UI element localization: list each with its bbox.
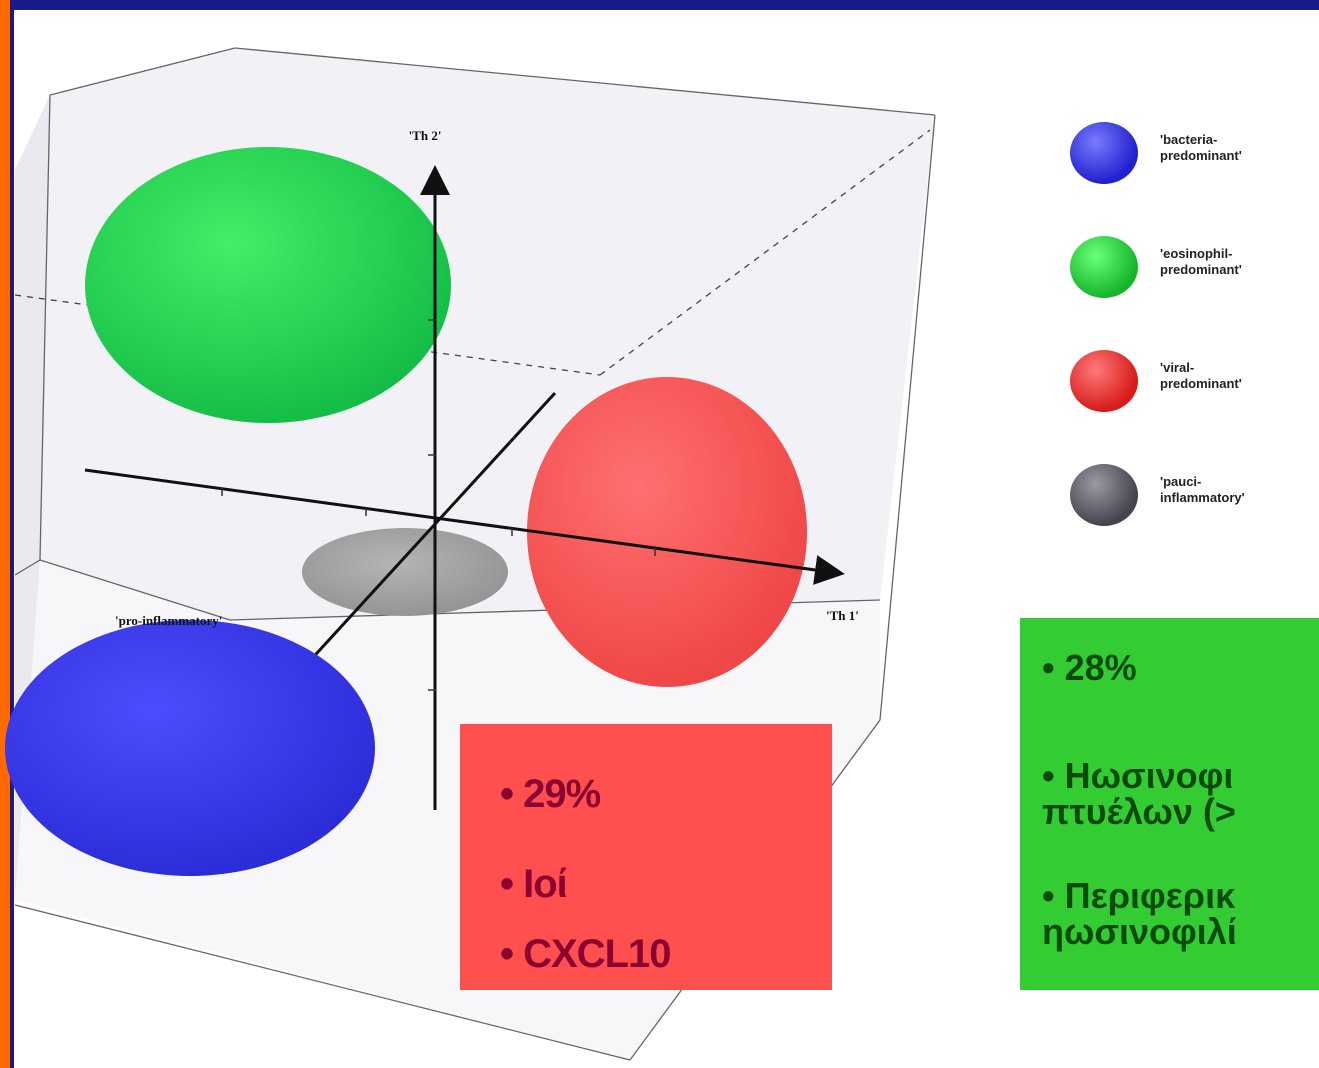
legend-label: 'eosinophil- predominant' bbox=[1160, 246, 1242, 277]
blue-sphere-icon bbox=[1070, 122, 1138, 184]
left-border-bar bbox=[0, 0, 10, 1068]
legend-item-bacteria: 'bacteria- predominant' bbox=[1040, 118, 1319, 232]
left-border-edge bbox=[10, 10, 14, 1068]
cube-edge bbox=[14, 559, 41, 576]
cube-edge bbox=[39, 559, 231, 621]
top-border-bar bbox=[0, 0, 1319, 10]
eosinophil-cluster-sphere bbox=[85, 147, 451, 423]
dashed-plane-line bbox=[599, 129, 931, 376]
cube-edge bbox=[39, 94, 51, 561]
viral-cause: • Ιοί bbox=[500, 862, 568, 906]
legend-item-eosinophil: 'eosinophil- predominant' bbox=[1040, 232, 1319, 346]
cube-edge bbox=[879, 114, 936, 721]
gray-sphere-icon bbox=[1070, 464, 1138, 526]
legend-item-viral: 'viral- predominant' bbox=[1040, 346, 1319, 460]
legend-label: 'pauci- inflammatory' bbox=[1160, 474, 1245, 505]
th2-axis-label: 'Th 2' bbox=[409, 128, 442, 143]
viral-percentage: • 29% bbox=[500, 772, 601, 816]
eosinophil-criterion-1-cont: πτυέλων (> bbox=[1042, 791, 1236, 832]
legend-item-pauci: 'pauci- inflammatory' bbox=[1040, 460, 1319, 574]
pauci-cluster-sphere bbox=[302, 528, 508, 616]
th1-axis bbox=[84, 468, 845, 585]
legend-label: 'bacteria- predominant' bbox=[1160, 132, 1242, 163]
eosinophil-criterion-1: • Ηωσινοφι bbox=[1042, 755, 1234, 796]
eosinophil-info-box: • 28% • Ηωσινοφι πτυέλων (> • Περιφερικ … bbox=[1020, 618, 1319, 990]
green-sphere-icon bbox=[1070, 236, 1138, 298]
viral-marker: • CXCL10 bbox=[500, 932, 671, 976]
pro-inflammatory-axis-label: 'pro-inflammatory' bbox=[115, 613, 222, 628]
eosinophil-percentage: • 28% bbox=[1042, 647, 1137, 688]
pro-inflammatory-axis bbox=[274, 391, 557, 700]
th1-axis-label: 'Th 1' bbox=[826, 608, 859, 623]
cube-edge bbox=[234, 47, 936, 116]
eosinophil-criterion-2: • Περιφερικ bbox=[1042, 875, 1236, 916]
cube-edge bbox=[14, 904, 631, 1061]
eosinophil-criterion-2-cont: ηωσινοφιλί bbox=[1042, 911, 1237, 952]
red-sphere-icon bbox=[1070, 350, 1138, 412]
legend-label: 'viral- predominant' bbox=[1160, 360, 1242, 391]
viral-info-box: • 29% • Ιοί • CXCL10 bbox=[460, 724, 832, 990]
viral-cluster-sphere bbox=[527, 377, 807, 687]
cube-edge bbox=[49, 47, 236, 96]
bacteria-cluster-sphere bbox=[5, 620, 375, 876]
legend: 'bacteria- predominant' 'eosinophil- pre… bbox=[1040, 118, 1319, 574]
